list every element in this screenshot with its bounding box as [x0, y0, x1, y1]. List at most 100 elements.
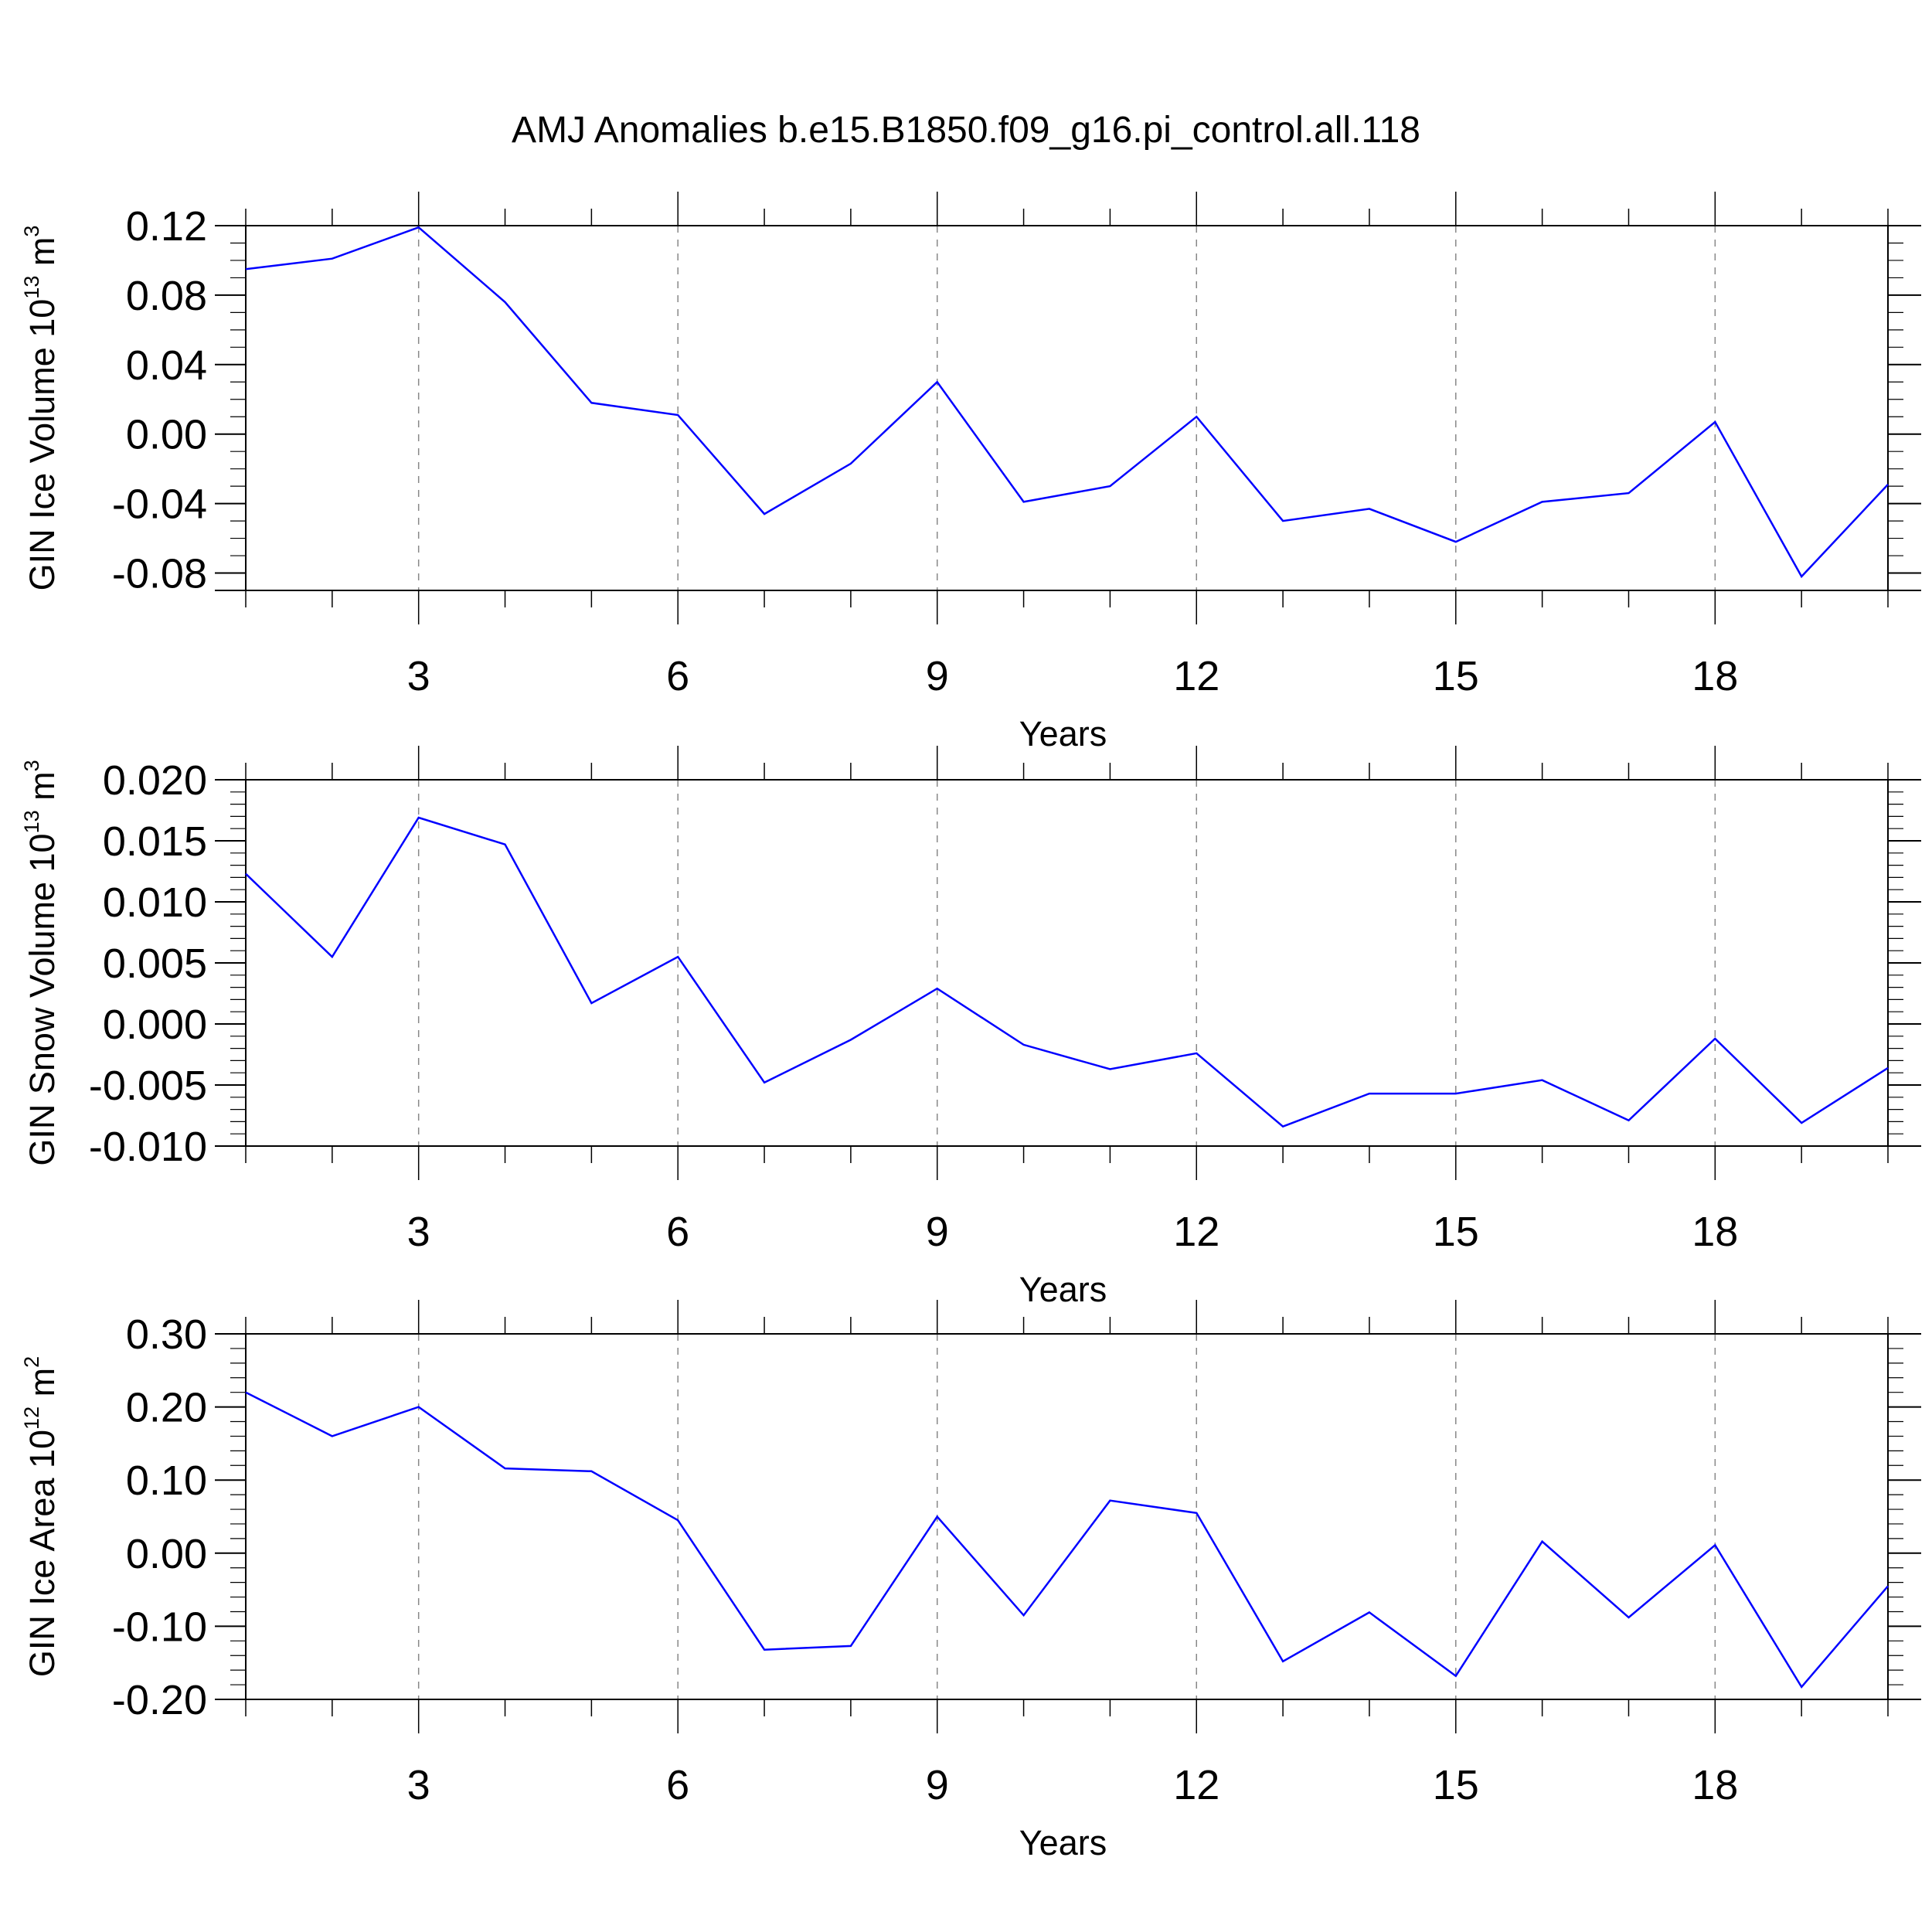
x-tick-label: 3 [407, 1762, 430, 1808]
x-tick-label: 6 [666, 653, 689, 699]
data-point [935, 1515, 940, 1519]
data-point [1886, 1583, 1890, 1588]
series-line [245, 1391, 1889, 1689]
data-point [1540, 1539, 1545, 1544]
data-point [675, 1518, 680, 1522]
data-point [589, 1001, 594, 1005]
y-tick-label: 0.015 [103, 818, 207, 865]
x-axis-label: Years [1019, 1823, 1107, 1862]
data-point [762, 1080, 767, 1085]
data-point [1799, 1685, 1804, 1689]
y-tick-label: 0.10 [126, 1458, 207, 1504]
y-tick-label: 0.04 [126, 342, 207, 389]
data-point [1799, 1121, 1804, 1125]
x-tick-label: 6 [666, 1209, 689, 1255]
data-point [1107, 484, 1112, 488]
data-point [1454, 539, 1458, 544]
data-point [1886, 482, 1890, 487]
data-point [243, 1390, 248, 1395]
data-point [589, 400, 594, 405]
chart-panel-2: -0.010 -0.005 0.000 0.005 0.010 0.015 0.020 3 6 9… [20, 746, 1921, 1309]
panels-container: -0.08 -0.04 0.00 0.04 0.08 0.12 3 6 9 12 15 18 Years… [20, 192, 1921, 1862]
x-tick-label: 12 [1173, 1209, 1219, 1255]
series-line [245, 226, 1889, 579]
data-point [1107, 1066, 1112, 1071]
data-point [1194, 1511, 1199, 1515]
x-tick-label: 6 [666, 1762, 689, 1808]
data-point [503, 842, 508, 847]
data-point [935, 986, 940, 991]
data-point [1713, 420, 1717, 424]
x-tick-label: 18 [1692, 1762, 1738, 1808]
x-tick-label: 18 [1692, 653, 1738, 699]
y-tick-label: -0.08 [112, 551, 207, 597]
y-tick-label: 0.020 [103, 757, 207, 804]
data-point [849, 1038, 853, 1043]
data-point [1281, 1659, 1285, 1664]
data-point [1022, 499, 1026, 504]
data-point [1194, 1051, 1199, 1056]
y-tick-label: -0.20 [112, 1677, 207, 1723]
data-point [1713, 1036, 1717, 1041]
y-tick-label: 0.005 [103, 940, 207, 987]
x-tick-label: 15 [1433, 653, 1479, 699]
data-point [417, 815, 421, 820]
data-point [503, 300, 508, 304]
data-point [330, 1434, 335, 1438]
data-point [1022, 1613, 1026, 1617]
data-point [1281, 1124, 1285, 1129]
data-point [1886, 1066, 1890, 1070]
y-tick-label: 0.010 [103, 879, 207, 926]
y-tick-label: 0.30 [126, 1311, 207, 1358]
data-point [1799, 574, 1804, 579]
data-point [417, 1405, 421, 1410]
y-tick-label: 0.000 [103, 1002, 207, 1048]
data-point [243, 872, 248, 876]
data-point [849, 461, 853, 466]
y-tick-label: 0.00 [126, 1531, 207, 1577]
data-point [1107, 1498, 1112, 1503]
y-axis-label: GIN Ice Area 1012 m2 [20, 1356, 62, 1677]
x-axis-label: Years [1019, 714, 1107, 753]
data-point [417, 225, 421, 230]
chart-panel-3: -0.20 -0.10 0.00 0.10 0.20 0.30 3 6 9 12 15 18 Years… [20, 1300, 1921, 1862]
data-point [1454, 1674, 1458, 1679]
x-tick-label: 3 [407, 653, 430, 699]
x-tick-label: 9 [926, 1762, 949, 1808]
data-point [1022, 1043, 1026, 1047]
x-tick-label: 18 [1692, 1209, 1738, 1255]
data-point [935, 379, 940, 384]
y-tick-label: 0.00 [126, 412, 207, 458]
series-line [245, 816, 1889, 1128]
data-point [762, 1648, 767, 1652]
data-point [330, 954, 335, 959]
data-point [1454, 1091, 1458, 1096]
x-tick-label: 3 [407, 1209, 430, 1255]
x-tick-label: 15 [1433, 1209, 1479, 1255]
y-tick-label: -0.10 [112, 1604, 207, 1650]
x-tick-label: 12 [1173, 1762, 1219, 1808]
y-tick-label: -0.010 [89, 1124, 207, 1170]
x-tick-label: 9 [926, 653, 949, 699]
figure-title: AMJ Anomalies b.e15.B1850.f09_g16.pi_con… [512, 110, 1420, 151]
data-point [1281, 519, 1285, 523]
data-point [1367, 506, 1372, 511]
y-axis-label: GIN Ice Volume 1013 m3 [20, 226, 62, 591]
data-point [1626, 1615, 1631, 1620]
x-tick-label: 12 [1173, 653, 1219, 699]
data-point [675, 954, 680, 959]
x-tick-label: 15 [1433, 1762, 1479, 1808]
x-axis-label: Years [1019, 1270, 1107, 1309]
data-point [243, 267, 248, 271]
y-tick-label: 0.20 [126, 1385, 207, 1431]
data-point [1713, 1543, 1717, 1547]
data-point [1540, 499, 1545, 504]
chart-panel-1: -0.08 -0.04 0.00 0.04 0.08 0.12 3 6 9 12 15 18 Years… [20, 192, 1921, 753]
data-point [1367, 1091, 1372, 1096]
y-tick-label: -0.005 [89, 1063, 207, 1109]
data-point [1626, 491, 1631, 495]
y-tick-label: 0.08 [126, 273, 207, 319]
data-point [675, 413, 680, 417]
x-tick-label: 9 [926, 1209, 949, 1255]
